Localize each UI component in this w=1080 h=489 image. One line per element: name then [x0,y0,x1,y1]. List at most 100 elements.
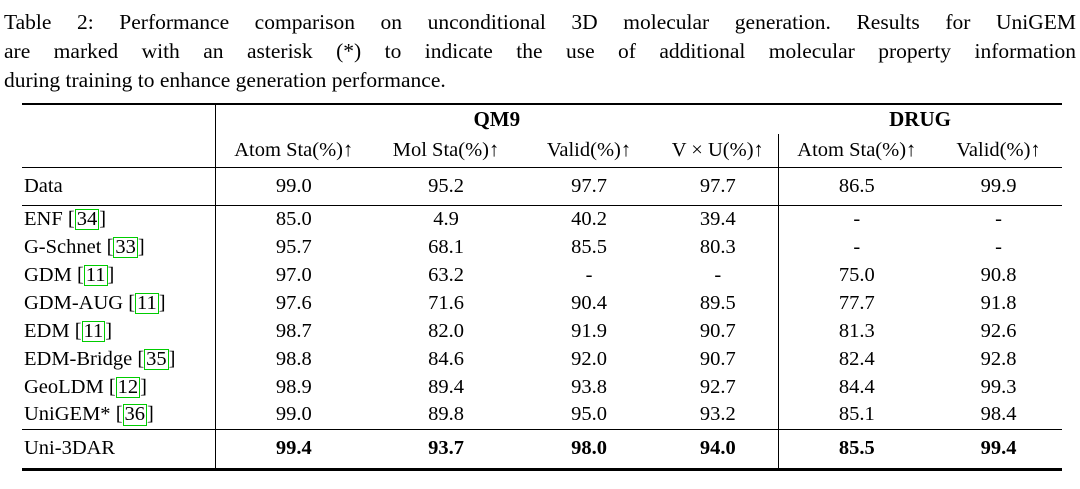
empty-corner-cell [22,104,215,134]
value-cell: 82.4 [777,345,936,373]
method-name-cell: G-Schnet [33] [22,233,215,261]
citation-link[interactable]: [34] [62,207,107,231]
table-head: QM9 DRUG Atom Sta(%)↑ Mol Sta(%)↑ Valid(… [22,104,1063,167]
citation-number[interactable]: 35 [144,347,169,370]
value-cell: 89.4 [428,375,464,398]
method-name-cell: GDM [11] [22,261,215,289]
citation-link[interactable]: [35] [132,347,176,370]
table-row: GDM [11] 97.0 63.2- -75.0 90.8 [22,261,1062,289]
value-cell: 91.9 [571,319,607,342]
citation-number[interactable]: 11 [81,319,106,342]
table-row: GDM-AUG [11] 97.6 71.6 90.4 89.5 77.7 91.8 [22,289,1062,317]
value-cell: 39.4 [699,207,736,230]
group-header-row: QM9 DRUG [22,104,1063,134]
table-row: UniGEM* [36] 99.0 89.8 95.0 93.2 85.1 98.4 [22,401,1063,429]
method-name: Data [24,174,63,197]
value-cell: 98.8 [214,345,372,373]
table-row: ENF [34] 85.0 4.9 40.2 39.4- - [22,205,1062,233]
value-cell: 92.6 [980,319,1017,342]
citation-link[interactable]: [11] [71,263,115,286]
value-cell: 84.4 [777,373,936,401]
value-cell: 98.9 [214,373,372,401]
value-cell: 90.7 [699,347,736,370]
value-cell: 86.5 [777,167,936,205]
value-cell: 89.8 [428,403,464,426]
value-cell: 75.0 [777,261,936,289]
value-cell: - [585,263,593,286]
value-cell: 84.6 [428,347,464,370]
value-cell: 93.8 [571,375,607,398]
column-header-valid-drug: Valid(%)↑ [956,138,1041,161]
value-cell: 81.3 [777,317,936,345]
citation-number[interactable]: 33 [113,235,138,258]
citation-number[interactable]: 11 [135,291,159,314]
method-name: G-Schnet [24,235,102,258]
table-row: Uni-3DAR 99.4 93.7 98.0 94.0 85.5 99.4 [22,429,1063,469]
value-cell: 77.7 [777,289,936,317]
value-cell: 85.5 [777,429,936,469]
caption-line-3: during training to enhance generation pe… [4,68,446,92]
column-header-row: Atom Sta(%)↑ Mol Sta(%)↑ Valid(%)↑ V × U… [22,134,1063,167]
caption-line-1: Table 2: Performance comparison on uncon… [4,10,1076,34]
value-cell: 99.0 [214,167,372,205]
value-cell: - [777,205,936,233]
method-name: UniGEM* [24,403,111,426]
method-name: Uni-3DAR [24,437,116,459]
citation-number[interactable]: 34 [74,207,100,231]
value-cell: 99.9 [980,174,1017,197]
methods-section: ENF [34] 85.0 4.9 40.2 39.4- - G-Schnet [33] 95… [22,205,1063,429]
citation-link[interactable]: [12] [103,375,147,398]
table-row: GeoLDM [12] 98.9 89.4 93.8 92.7 84.4 99.3 [22,373,1062,401]
value-cell: 97.0 [214,261,372,289]
value-cell: 4.9 [433,207,459,230]
value-cell: 99.0 [214,401,372,429]
citation-link[interactable]: [36] [110,403,154,426]
column-header-valid-qm9: Valid(%)↑ [546,138,632,161]
method-name: ENF [24,207,63,230]
value-cell: - [995,207,1002,230]
value-cell: 63.2 [428,263,464,286]
result-section: Uni-3DAR 99.4 93.7 98.0 94.0 85.5 99.4 [22,429,1063,469]
value-cell: 93.7 [428,437,464,459]
citation-number[interactable]: 11 [83,263,108,286]
value-cell: 90.4 [571,291,607,314]
column-header-atom-sta-qm9: Atom Sta(%)↑ [214,134,372,167]
citation-link[interactable]: [11] [69,319,113,342]
method-name-cell: Uni-3DAR [22,429,215,469]
method-name-cell: UniGEM* [36] [22,401,215,429]
value-cell: 90.8 [980,263,1017,286]
results-table: QM9 DRUG Atom Sta(%)↑ Mol Sta(%)↑ Valid(… [22,103,1063,471]
value-cell: 82.0 [428,319,464,342]
value-cell: 97.7 [571,174,607,197]
value-cell: 71.6 [428,291,464,314]
value-cell: 92.8 [980,347,1017,370]
method-name: GDM-AUG [24,291,124,314]
group-header-drug: DRUG [889,107,951,131]
value-cell: - [714,263,722,286]
method-name-cell: Data [22,167,215,205]
group-header-qm9: QM9 [214,104,779,134]
value-cell: 85.5 [571,235,607,258]
value-cell: 99.4 [980,437,1017,459]
table-row: EDM-Bridge [35] 98.8 84.6 92.0 90.7 82.4 92.8 [22,345,1062,373]
table-caption: Table 2: Performance comparison on uncon… [0,0,1080,95]
value-cell: 92.7 [699,375,736,398]
citation-link[interactable]: [33] [101,235,145,258]
value-cell: 98.7 [214,317,372,345]
citation-number[interactable]: 12 [115,375,141,398]
column-header-atom-sta-drug: Atom Sta(%)↑ [777,134,936,167]
method-name: GDM [24,263,72,286]
citation-number[interactable]: 36 [122,403,148,426]
method-name: GeoLDM [24,375,104,398]
value-cell: 85.0 [214,205,372,233]
value-cell: - [777,233,936,261]
table-row: G-Schnet [33] 95.7 68.1 85.5 80.3- - [22,233,1062,261]
empty-corner-cell [22,134,215,167]
value-cell: 68.1 [428,235,464,258]
method-name: EDM [24,319,70,342]
method-name-cell: GDM-AUG [11] [22,289,215,317]
value-cell: 95.0 [571,403,607,426]
citation-link[interactable]: [11] [123,291,166,314]
value-cell: 80.3 [699,235,736,258]
method-name: EDM-Bridge [24,347,133,370]
